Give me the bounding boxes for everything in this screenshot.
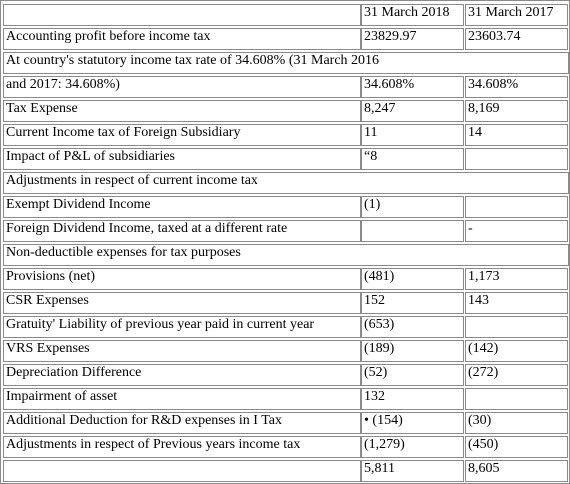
value-2018: (52) bbox=[361, 364, 464, 386]
row-label: Impact of P&L of subsidiaries bbox=[3, 148, 361, 170]
row-label-full: At country's statutory income tax rate o… bbox=[3, 52, 569, 74]
row-label: Exempt Dividend Income bbox=[3, 196, 361, 218]
row-label-full: Non-deductible expenses for tax purposes bbox=[3, 244, 569, 266]
value-2017: - bbox=[465, 220, 568, 242]
value-2018: (189) bbox=[361, 340, 464, 362]
row-label: Depreciation Difference bbox=[3, 364, 361, 386]
value-2018: (481) bbox=[361, 268, 464, 290]
value-2017: (30) bbox=[465, 412, 568, 434]
value-2018: 34.608% bbox=[361, 76, 464, 98]
header-2017: 31 March 2017 bbox=[465, 4, 568, 26]
row-label: Current Income tax of Foreign Subsidiary bbox=[3, 124, 361, 146]
value-2017: (142) bbox=[465, 340, 568, 362]
value-2017: 143 bbox=[465, 292, 568, 314]
row-label: Additional Deduction for R&D expenses in… bbox=[3, 412, 361, 434]
row-label: Provisions (net) bbox=[3, 268, 361, 290]
row-label: Tax Expense bbox=[3, 100, 361, 122]
value-2018: 132 bbox=[361, 388, 464, 410]
value-2018: (1) bbox=[361, 196, 464, 218]
row-label: Gratuity' Liability of previous year pai… bbox=[3, 316, 361, 338]
value-2017: 23603.74 bbox=[465, 28, 568, 50]
row-label: VRS Expenses bbox=[3, 340, 361, 362]
row-label-full: Adjustments in respect of current income… bbox=[3, 172, 569, 194]
value-2018: 8,247 bbox=[361, 100, 464, 122]
value-2017: 8,169 bbox=[465, 100, 568, 122]
value-2017 bbox=[465, 388, 568, 410]
value-2018: • (154) bbox=[361, 412, 464, 434]
row-label: Adjustments in respect of Previous years… bbox=[3, 436, 361, 458]
row-label bbox=[3, 460, 361, 482]
value-2018: (653) bbox=[361, 316, 464, 338]
row-label: Impairment of asset bbox=[3, 388, 361, 410]
value-2018: 5,811 bbox=[361, 460, 464, 482]
value-2018: 23829.97 bbox=[361, 28, 464, 50]
value-2017: (272) bbox=[465, 364, 568, 386]
row-label: CSR Expenses bbox=[3, 292, 361, 314]
value-2017 bbox=[465, 148, 568, 170]
value-2017: (450) bbox=[465, 436, 568, 458]
value-2017: 34.608% bbox=[465, 76, 568, 98]
header-2018: 31 March 2018 bbox=[361, 4, 464, 26]
row-label: Foreign Dividend Income, taxed at a diff… bbox=[3, 220, 361, 242]
value-2018: (1,279) bbox=[361, 436, 464, 458]
value-2018: 11 bbox=[361, 124, 464, 146]
header-blank-cell bbox=[3, 4, 361, 26]
value-2017 bbox=[465, 196, 568, 218]
value-2017: 14 bbox=[465, 124, 568, 146]
value-2018 bbox=[361, 220, 464, 242]
row-label: Accounting profit before income tax bbox=[3, 28, 361, 50]
value-2018: 152 bbox=[361, 292, 464, 314]
row-label: and 2017: 34.608%) bbox=[3, 76, 361, 98]
value-2018: “8 bbox=[361, 148, 464, 170]
value-2017 bbox=[465, 316, 568, 338]
value-2017: 1,173 bbox=[465, 268, 568, 290]
value-2017: 8,605 bbox=[465, 460, 568, 482]
